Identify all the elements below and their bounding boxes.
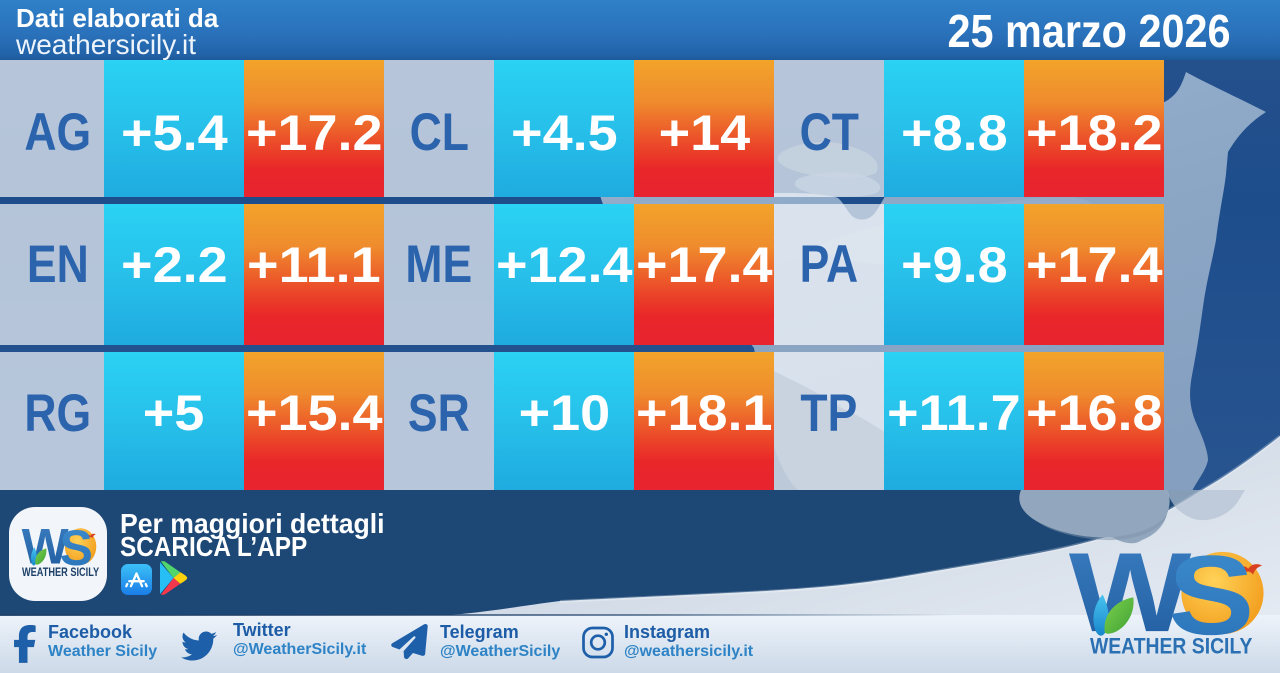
svg-text:WEATHER SICILY: WEATHER SICILY	[1090, 634, 1253, 658]
svg-text:WEATHER SICILY: WEATHER SICILY	[22, 567, 99, 579]
